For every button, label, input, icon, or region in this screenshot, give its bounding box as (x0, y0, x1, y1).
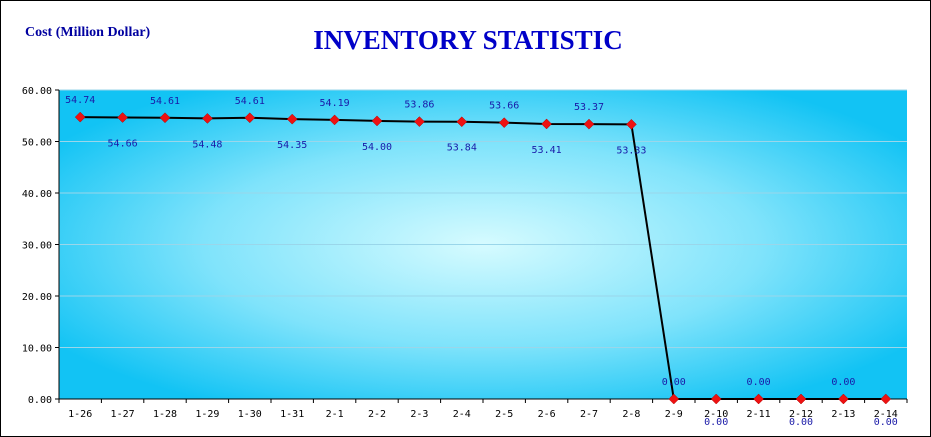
x-tick-label: 2-3 (410, 409, 428, 420)
data-label: 53.37 (574, 102, 604, 113)
y-axis-unit-label: Cost (Million Dollar) (25, 25, 151, 40)
data-label: 54.61 (235, 96, 265, 107)
data-point-marker (710, 393, 722, 405)
data-point-marker (880, 393, 892, 405)
data-point-marker (286, 113, 298, 125)
y-tick-label: 10.00 (22, 344, 52, 355)
data-point-marker (583, 118, 595, 130)
x-tick-label: 2-12 (789, 409, 813, 420)
data-point-marker (753, 393, 764, 405)
y-tick-label: 0.00 (28, 395, 52, 406)
data-label: 53.66 (489, 101, 519, 112)
x-tick-label: 2-13 (831, 409, 855, 420)
data-label: 0.00 (704, 417, 728, 428)
data-label: 54.19 (320, 98, 350, 109)
data-label: 54.66 (108, 139, 138, 150)
data-label: 54.61 (150, 96, 180, 107)
data-point-marker (838, 393, 849, 405)
data-point-marker (795, 393, 807, 405)
x-tick-label: 2-8 (622, 409, 640, 420)
data-point-marker (244, 112, 256, 124)
y-axis-tick-labels: 0.00 10.00 20.00 30.00 40.00 50.00 60.00 (22, 86, 52, 406)
data-point-marker (371, 115, 383, 127)
data-point-marker (668, 393, 680, 405)
x-tick-label: 2-14 (874, 409, 898, 420)
x-tick-label: 2-9 (665, 409, 683, 420)
y-tick-label: 60.00 (22, 86, 52, 97)
data-point-marker (202, 113, 213, 124)
data-point-marker (117, 112, 128, 123)
data-label: 0.00 (831, 377, 855, 388)
x-tick-label: 1-31 (280, 409, 304, 420)
data-point-marker (626, 118, 637, 130)
data-point-marker (498, 117, 510, 129)
x-tick-label: 1-26 (68, 409, 92, 420)
data-label: 53.84 (447, 143, 477, 154)
x-tick-label: 1-27 (111, 409, 135, 420)
data-label: 54.48 (192, 139, 222, 150)
x-tick-label: 2-7 (580, 409, 598, 420)
y-tick-label: 30.00 (22, 241, 52, 252)
data-label: 54.00 (362, 142, 392, 153)
data-labels: 54.74 54.66 54.61 54.48 54.61 54.35 54.19 54.00… (65, 95, 898, 428)
data-label: 54.35 (277, 140, 307, 151)
data-label: 0.00 (747, 377, 771, 388)
chart-title: INVENTORY STATISTIC (313, 25, 622, 55)
data-point-marker (541, 118, 552, 130)
data-label: 53.41 (532, 145, 562, 156)
data-point-marker (456, 116, 468, 128)
series-inventory-cost (80, 116, 886, 400)
y-tick-label: 40.00 (22, 189, 52, 200)
data-markers (74, 111, 892, 405)
data-point-marker (159, 112, 171, 124)
data-label: 53.86 (404, 100, 434, 111)
x-axis-tick-labels: 1-26 1-27 1-28 1-29 1-30 1-31 2-1 2-2 2-3 2-4 2-5 2… (68, 409, 898, 420)
data-point-marker (329, 114, 340, 126)
x-tick-label: 2-2 (368, 409, 386, 420)
y-tick-label: 50.00 (22, 138, 52, 149)
data-label: 0.00 (789, 417, 813, 428)
data-point-marker (414, 116, 425, 127)
y-tick-label: 20.00 (22, 292, 52, 303)
x-tick-label: 1-29 (195, 409, 219, 420)
x-tick-label: 1-30 (238, 409, 262, 420)
x-tick-label: 2-6 (538, 409, 556, 420)
data-label: 53.33 (616, 145, 646, 156)
x-tick-label: 2-11 (747, 409, 771, 420)
data-label: 0.00 (874, 417, 898, 428)
data-label: 54.74 (65, 95, 95, 106)
x-tick-label: 1-28 (153, 409, 177, 420)
gridlines (59, 89, 907, 348)
x-tick-label: 2-10 (704, 409, 728, 420)
x-tick-label: 2-5 (495, 409, 513, 420)
series-line (80, 116, 886, 400)
data-label: 0.00 (662, 377, 686, 388)
data-point-marker (74, 111, 86, 123)
x-tick-label: 2-1 (326, 409, 344, 420)
x-tick-label: 2-4 (453, 409, 471, 420)
